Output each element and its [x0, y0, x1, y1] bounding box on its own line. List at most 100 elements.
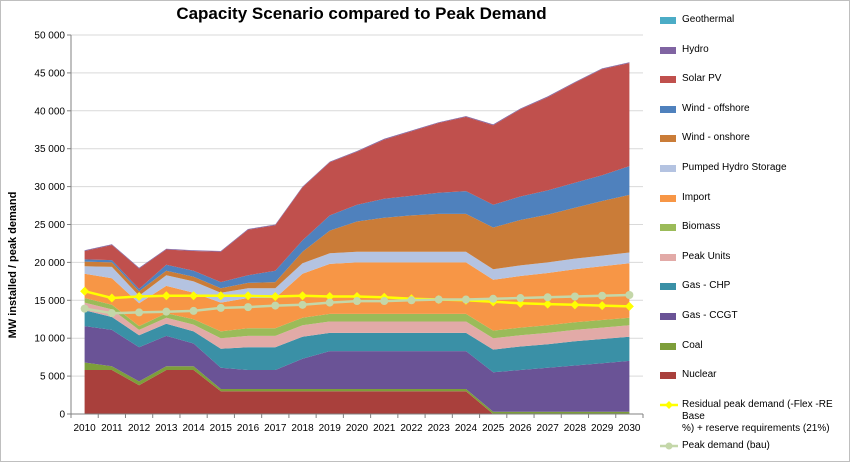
legend-swatch — [660, 46, 676, 54]
marker-residual-peak — [189, 291, 199, 301]
marker-residual-peak — [80, 286, 90, 296]
legend-swatch — [660, 17, 676, 24]
chart-title: Capacity Scenario compared to Peak Deman… — [176, 4, 547, 23]
legend-label: Geothermal — [682, 14, 735, 25]
demand-lines — [80, 286, 634, 318]
legend-label: Nuclear — [682, 369, 717, 381]
legend-label: Gas - CHP — [682, 280, 731, 292]
y-tick-label: 45 000 — [34, 68, 65, 79]
legend-swatch — [660, 224, 676, 232]
marker-peak-demand — [107, 309, 116, 318]
x-tick-label: 2029 — [591, 423, 614, 434]
marker-residual-peak — [216, 291, 226, 301]
x-tick-label: 2013 — [155, 423, 178, 434]
area-nuclear — [84, 370, 630, 414]
x-tick-label: 2015 — [210, 423, 233, 434]
legend-swatch — [660, 253, 676, 261]
y-axis-label: MW installed / peak demand — [7, 192, 19, 339]
x-tick-label: 2012 — [128, 423, 151, 434]
marker-peak-demand — [570, 292, 579, 301]
legend-label: Peak demand (bau) — [682, 439, 770, 451]
y-tick-label: 0 — [59, 410, 65, 421]
y-tick-label: 10 000 — [34, 334, 65, 345]
legend-label: Solar PV — [682, 73, 722, 85]
x-tick-label: 2011 — [101, 423, 123, 434]
marker-peak-demand — [516, 294, 525, 303]
legend-label: Peak Units — [682, 250, 731, 262]
y-tick-label: 35 000 — [34, 144, 65, 155]
legend-swatch — [660, 342, 676, 350]
marker-peak-demand — [216, 303, 225, 312]
marker-peak-demand — [625, 290, 634, 299]
area-solar-pv — [84, 63, 630, 289]
x-tick-label: 2027 — [537, 423, 560, 434]
marker-residual-peak — [270, 292, 280, 302]
legend-label: Coal — [682, 339, 703, 351]
legend-swatch — [660, 283, 676, 291]
y-tick-label: 40 000 — [34, 106, 65, 117]
marker-peak-demand — [434, 295, 443, 304]
x-tick-label: 2023 — [428, 423, 451, 434]
marker-residual-peak — [107, 293, 117, 303]
marker-peak-demand — [162, 307, 171, 316]
marker-residual-peak — [325, 292, 335, 302]
y-tick-label: 50 000 — [34, 31, 65, 42]
y-tick-label: 15 000 — [34, 296, 65, 307]
x-tick-label: 2030 — [618, 423, 641, 434]
legend-label: Hydro — [682, 43, 709, 55]
legend-swatch — [660, 76, 676, 84]
y-tick-label: 5 000 — [40, 372, 65, 383]
marker-peak-demand — [135, 308, 144, 317]
area-gas-chp — [84, 310, 630, 373]
area-peak-units — [84, 302, 630, 350]
legend-swatch — [660, 135, 676, 143]
marker-residual-peak — [597, 301, 607, 311]
x-tick-label: 2019 — [319, 423, 342, 434]
marker-peak-demand — [461, 295, 470, 304]
legend-swatch — [660, 194, 676, 202]
x-tick-label: 2028 — [564, 423, 587, 434]
marker-peak-demand — [298, 300, 307, 309]
marker-peak-demand — [244, 303, 253, 312]
marker-peak-demand — [189, 306, 198, 315]
marker-peak-demand — [598, 291, 607, 300]
x-tick-label: 2014 — [182, 423, 205, 434]
marker-peak-demand — [407, 296, 416, 305]
area-gas-ccgt — [84, 326, 630, 412]
marker-peak-demand — [353, 297, 361, 306]
stacked-areas — [84, 62, 630, 414]
marker-peak-demand — [489, 294, 498, 303]
legend-label: Wind - offshore — [682, 102, 750, 114]
marker-peak-demand — [543, 293, 552, 302]
legend-swatch — [660, 165, 676, 172]
marker-residual-peak — [624, 301, 634, 311]
axes: 0 5 000 10 000 15 000 20 000 25 000 30 000 35 0… — [34, 31, 644, 434]
legend-swatch — [660, 372, 676, 380]
legend-label: Biomass — [682, 221, 721, 233]
x-tick-label: 2017 — [264, 423, 287, 434]
legend-swatch — [660, 313, 676, 320]
marker-residual-peak — [543, 299, 553, 309]
area-biomass — [84, 298, 630, 339]
x-tick-label: 2022 — [400, 423, 423, 434]
legend-label: Pumped Hydro Storage — [682, 162, 787, 173]
legend-label: Gas - CCGT — [682, 310, 738, 321]
y-tick-label: 30 000 — [34, 182, 65, 193]
legend-swatch — [660, 400, 678, 409]
x-tick-label: 2021 — [373, 423, 396, 434]
legend-label: Wind - onshore — [682, 132, 750, 144]
x-tick-label: 2018 — [291, 423, 314, 434]
marker-residual-peak — [243, 291, 253, 301]
marker-peak-demand — [380, 297, 389, 306]
x-tick-label: 2016 — [237, 423, 260, 434]
marker-peak-demand — [80, 304, 89, 313]
marker-residual-peak — [298, 291, 308, 301]
y-tick-label: 20 000 — [34, 258, 65, 269]
marker-residual-peak — [570, 300, 580, 310]
marker-residual-peak — [161, 291, 171, 301]
x-tick-label: 2026 — [509, 423, 532, 434]
legend-swatch — [660, 442, 678, 450]
marker-peak-demand — [271, 301, 280, 310]
legend-label: Import — [682, 191, 711, 203]
